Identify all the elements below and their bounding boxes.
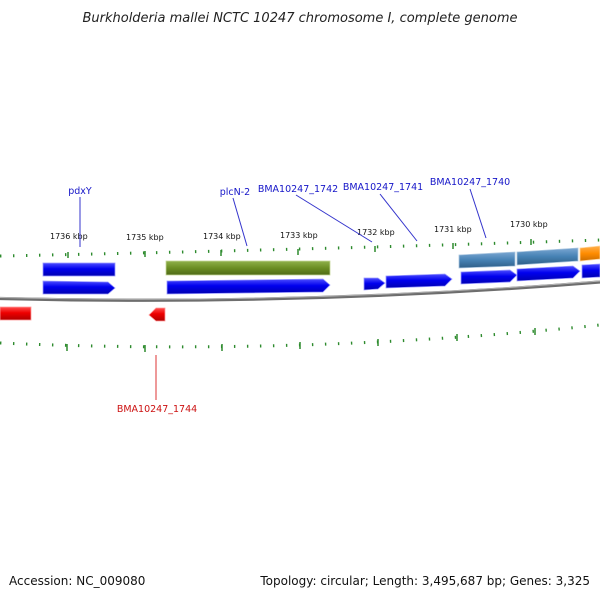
scale-label: 1736 kbp xyxy=(50,232,88,241)
scale-label: 1730 kbp xyxy=(510,220,548,229)
genome-backbone xyxy=(0,280,600,302)
outer-major-ticks xyxy=(67,239,532,258)
BMA10247_1742-cds[interactable] xyxy=(363,277,386,291)
reverse-cds-edge[interactable] xyxy=(0,306,32,321)
inner-major-ticks xyxy=(66,328,536,352)
steel-feature-2[interactable] xyxy=(516,247,579,266)
scale-label: 1732 kbp xyxy=(357,228,395,237)
pdxY-feature[interactable] xyxy=(42,262,116,277)
BMA10247_1741-cds[interactable] xyxy=(385,273,453,289)
gene-labels: pdxY plcN-2 BMA10247_1742 BMA10247_1741 … xyxy=(68,177,510,415)
gene-label-BMA10247_1741[interactable]: BMA10247_1741 xyxy=(343,182,423,193)
gene-label-BMA10247_1742[interactable]: BMA10247_1742 xyxy=(258,184,338,195)
outer-tick-ring xyxy=(0,238,600,258)
scale-labels: 1736 kbp 1735 kbp 1734 kbp 1733 kbp 1732… xyxy=(50,220,548,242)
forward-cds-track xyxy=(42,263,600,295)
pdxY-cds[interactable] xyxy=(42,280,116,295)
feature-track xyxy=(42,245,600,277)
scale-label: 1731 kbp xyxy=(434,225,472,234)
map-title: Burkholderia mallei NCTC 10247 chromosom… xyxy=(82,11,517,26)
BMA10247_1740-cds[interactable] xyxy=(460,269,518,285)
genome-stats-text: Topology: circular; Length: 3,495,687 bp… xyxy=(260,574,590,588)
scale-label: 1735 kbp xyxy=(126,233,164,242)
scale-label: 1733 kbp xyxy=(280,231,318,240)
backbone-highlight xyxy=(0,280,600,300)
reverse-cds-track xyxy=(0,306,166,322)
BMA10247_1740-feature[interactable] xyxy=(458,251,516,269)
orange-feature[interactable] xyxy=(579,245,600,262)
forward-cds-edge[interactable] xyxy=(581,263,600,279)
gene-label-pdxY[interactable]: pdxY xyxy=(68,186,92,197)
plcN-2-feature[interactable] xyxy=(165,260,331,276)
forward-cds-next[interactable] xyxy=(516,265,581,282)
gene-label-BMA10247_1744[interactable]: BMA10247_1744 xyxy=(117,404,197,415)
leader-lines xyxy=(79,188,487,400)
plcN-2-cds[interactable] xyxy=(166,278,331,295)
BMA10247_1744-cds[interactable] xyxy=(148,307,166,322)
accession-text: Accession: NC_009080 xyxy=(9,574,146,588)
gene-label-BMA10247_1740[interactable]: BMA10247_1740 xyxy=(430,177,510,188)
scale-label: 1734 kbp xyxy=(203,232,241,241)
gene-label-plcN-2[interactable]: plcN-2 xyxy=(220,187,250,198)
